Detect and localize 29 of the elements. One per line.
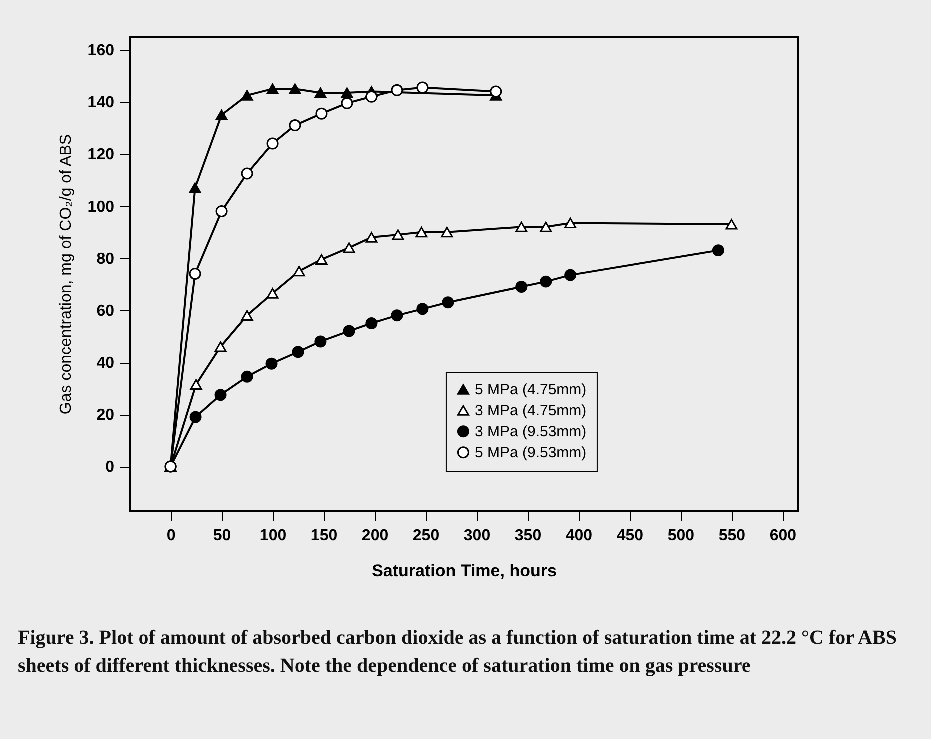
- x-tick-label: 600: [770, 528, 797, 544]
- caption: Figure 3. Plot of amount of absorbed carbon dioxide as a function of saturation time at 22.2 °C for ABS sheets of different thicknesses. Note the dependence of saturation time on gas pressure: [18, 626, 898, 679]
- y-tick-label: 60: [96, 302, 115, 320]
- x-tick-label: 150: [310, 528, 338, 544]
- y-axis-title: Gas concentration, mg of CO₂/g of ABS: [58, 134, 75, 415]
- x-tick-label: 100: [260, 528, 287, 544]
- y-tick-label: 160: [88, 42, 115, 60]
- x-tick-label: 50: [213, 528, 232, 544]
- x-tick-label: 250: [412, 528, 440, 544]
- y-tick-label: 140: [88, 94, 115, 112]
- y-tick-label: 0: [106, 459, 115, 476]
- y-tick-label: 120: [88, 146, 115, 164]
- x-tick-label: 0: [166, 528, 176, 544]
- legend-label: 5 MPa (4.75mm): [474, 382, 587, 399]
- x-tick-label: 500: [668, 528, 695, 544]
- legend-label: 3 MPa (4.75mm): [474, 402, 587, 420]
- legend-label: 3 MPa (9.53mm): [474, 424, 587, 441]
- x-tick-label: 450: [616, 528, 644, 544]
- y-tick-label: 20: [96, 407, 115, 424]
- x-axis-title: Saturation Time, hours: [372, 562, 557, 580]
- x-tick-label: 200: [362, 528, 389, 544]
- x-tick-label: 400: [566, 528, 593, 544]
- legend-label: 5 MPa (9.53mm): [474, 444, 587, 462]
- y-tick-label: 80: [96, 250, 115, 268]
- x-tick-label: 350: [514, 528, 542, 544]
- x-tick-label: 300: [464, 528, 491, 544]
- x-tick-label: 550: [718, 528, 746, 544]
- y-tick-label: 40: [96, 355, 115, 372]
- y-tick-label: 100: [88, 198, 115, 216]
